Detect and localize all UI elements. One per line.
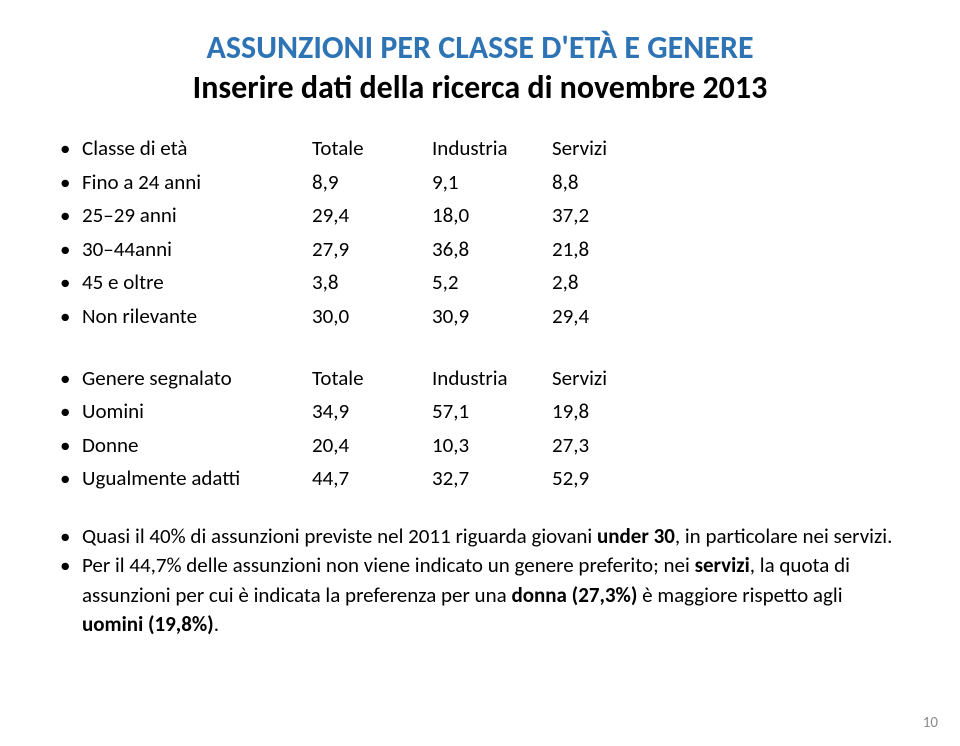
note-1: • Quasi il 40% di assunzioni previste ne… [60, 522, 900, 551]
note-2-b3: uomini (19,8%) [82, 611, 214, 637]
bullet-icon: • [60, 522, 82, 551]
bullet-icon: • [60, 166, 82, 200]
t1-row: •25–29 anni29,418,037,2 [60, 199, 900, 233]
bullet-icon: • [60, 199, 82, 233]
table1-header: • Classe di età Totale Industria Servizi [60, 132, 900, 166]
page-number: 10 [923, 714, 938, 732]
t1-label: 45 e oltre [82, 266, 312, 300]
title-line-1: ASSUNZIONI PER CLASSE D'ETÀ E GENERE [60, 28, 900, 68]
t2-header-label: Genere segnalato [82, 362, 312, 396]
t1-row: •30–44anni27,936,821,8 [60, 233, 900, 267]
t1-header-c2: Industria [432, 132, 552, 166]
t2-c2: 57,1 [432, 395, 552, 429]
bullet-icon: • [60, 132, 82, 166]
t2-c2: 10,3 [432, 429, 552, 463]
table2-header: • Genere segnalato Totale Industria Serv… [60, 362, 900, 396]
t1-c3: 8,8 [552, 166, 672, 200]
t1-header-c3: Servizi [552, 132, 672, 166]
t2-row: •Uomini34,957,119,8 [60, 395, 900, 429]
bullet-icon: • [60, 300, 82, 334]
t2-label: Ugualmente adatti [82, 462, 312, 496]
bullet-icon: • [60, 395, 82, 429]
t2-c1: 44,7 [312, 462, 432, 496]
t1-c2: 30,9 [432, 300, 552, 334]
note-2-b1: servizi [695, 552, 750, 578]
t1-c1: 30,0 [312, 300, 432, 334]
t2-c3: 52,9 [552, 462, 672, 496]
t2-label: Uomini [82, 395, 312, 429]
t1-row: •Non rilevante30,030,929,4 [60, 300, 900, 334]
t1-c1: 3,8 [312, 266, 432, 300]
bullet-icon: • [60, 429, 82, 463]
t1-c2: 5,2 [432, 266, 552, 300]
t2-c1: 20,4 [312, 429, 432, 463]
note-2-mid2: è maggiore rispetto agli [637, 582, 842, 608]
table1-body: •Fino a 24 anni8,99,18,8•25–29 anni29,41… [60, 166, 900, 334]
bullet-icon: • [60, 462, 82, 496]
t1-label: Non rilevante [82, 300, 312, 334]
t1-c2: 9,1 [432, 166, 552, 200]
t2-c3: 19,8 [552, 395, 672, 429]
t1-row: •45 e oltre3,85,22,8 [60, 266, 900, 300]
slide-page: ASSUNZIONI PER CLASSE D'ETÀ E GENERE Ins… [0, 0, 960, 746]
t2-c3: 27,3 [552, 429, 672, 463]
note-2-text: Per il 44,7% delle assunzioni non viene … [82, 551, 900, 639]
t1-label: Fino a 24 anni [82, 166, 312, 200]
t2-header-c3: Servizi [552, 362, 672, 396]
t1-c1: 8,9 [312, 166, 432, 200]
note-1-bold: under 30 [597, 523, 675, 549]
t1-c3: 2,8 [552, 266, 672, 300]
table2-body: •Uomini34,957,119,8•Donne20,410,327,3•Ug… [60, 395, 900, 496]
t1-c1: 27,9 [312, 233, 432, 267]
t1-c3: 21,8 [552, 233, 672, 267]
note-2-pre: Per il 44,7% delle assunzioni non viene … [82, 552, 695, 578]
note-1-post: , in particolare nei servizi. [675, 523, 893, 549]
t1-row: •Fino a 24 anni8,99,18,8 [60, 166, 900, 200]
t1-c3: 37,2 [552, 199, 672, 233]
t2-header-c2: Industria [432, 362, 552, 396]
t1-header-label: Classe di età [82, 132, 312, 166]
t1-c1: 29,4 [312, 199, 432, 233]
t1-label: 25–29 anni [82, 199, 312, 233]
t1-c2: 18,0 [432, 199, 552, 233]
t1-c3: 29,4 [552, 300, 672, 334]
bullet-icon: • [60, 362, 82, 396]
t1-label: 30–44anni [82, 233, 312, 267]
bullet-icon: • [60, 266, 82, 300]
t1-c2: 36,8 [432, 233, 552, 267]
note-2-b2: donna (27,3%) [511, 582, 637, 608]
note-2: • Per il 44,7% delle assunzioni non vien… [60, 551, 900, 639]
bullet-icon: • [60, 233, 82, 267]
t2-row: •Donne20,410,327,3 [60, 429, 900, 463]
title-line-2: Inserire dati della ricerca di novembre … [60, 68, 900, 108]
t2-c1: 34,9 [312, 395, 432, 429]
note-1-pre: Quasi il 40% di assunzioni previste nel … [82, 523, 597, 549]
t2-c2: 32,7 [432, 462, 552, 496]
bullet-icon: • [60, 551, 82, 639]
t2-label: Donne [82, 429, 312, 463]
notes-block: • Quasi il 40% di assunzioni previste ne… [60, 522, 900, 640]
note-2-post: . [214, 611, 219, 637]
note-1-text: Quasi il 40% di assunzioni previste nel … [82, 522, 900, 551]
t1-header-c1: Totale [312, 132, 432, 166]
t2-row: •Ugualmente adatti44,732,752,9 [60, 462, 900, 496]
t2-header-c1: Totale [312, 362, 432, 396]
